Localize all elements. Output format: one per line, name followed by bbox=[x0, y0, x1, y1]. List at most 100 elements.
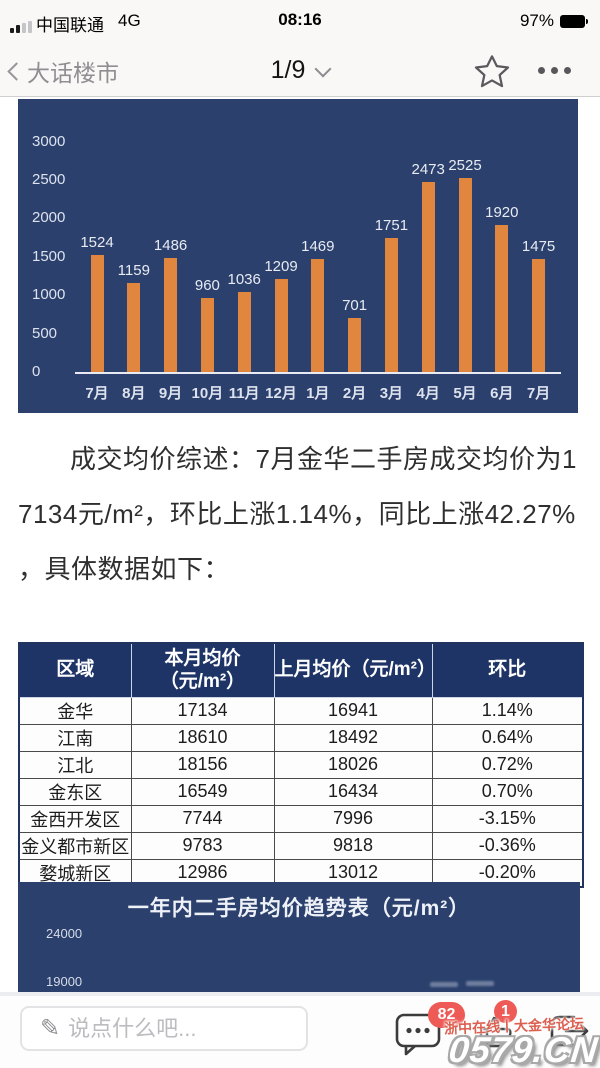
bar-value-label: 1036 bbox=[227, 271, 261, 288]
table-row: 江南 18610 18492 0.64% bbox=[18, 723, 584, 752]
clock-label: 08:16 bbox=[278, 10, 322, 29]
page-indicator[interactable]: 1/9 bbox=[0, 44, 600, 97]
bar-value-label: 2525 bbox=[448, 157, 482, 174]
chevron-down-icon bbox=[314, 60, 332, 77]
x-axis-tick: 4月 bbox=[416, 385, 440, 402]
chevron-left-icon bbox=[7, 62, 26, 81]
nav-bar: 1/9 大话楼市 bbox=[0, 44, 600, 97]
chart-bar bbox=[237, 292, 251, 372]
trend-chart-title: 一年内二手房均价趋势表（元/m²） bbox=[127, 897, 471, 920]
y-axis-tick: 2000 bbox=[32, 209, 66, 227]
x-axis-line bbox=[75, 372, 561, 374]
table-cell: 9818 bbox=[273, 831, 433, 860]
table-row: 金西开发区 7744 7996 -3.15% bbox=[18, 804, 584, 833]
table-row: 金华 17134 16941 1.14% bbox=[18, 696, 584, 725]
bar-value-label: 1920 bbox=[485, 204, 519, 221]
x-axis-tick: 12月 bbox=[265, 385, 297, 402]
favorite-button[interactable] bbox=[474, 53, 510, 89]
comments-button[interactable] bbox=[394, 1012, 442, 1059]
header: 中国联通 4G 08:16 97% 1/9 大话楼市 bbox=[0, 0, 600, 97]
signal-strength-icon bbox=[10, 21, 32, 33]
more-options-button[interactable] bbox=[538, 44, 571, 97]
table-cell: 金东区 bbox=[18, 777, 132, 806]
share-arrow-icon bbox=[550, 1015, 589, 1047]
y-axis-tick: 500 bbox=[32, 324, 58, 342]
x-axis-tick: 5月 bbox=[453, 385, 477, 402]
chart-bar bbox=[90, 255, 104, 372]
chart-bar bbox=[311, 259, 325, 372]
comment-count-badge: 82 bbox=[428, 1002, 465, 1028]
network-type-label: 4G bbox=[118, 11, 141, 30]
table-cell: 婺城新区 bbox=[18, 858, 132, 887]
summary-line: ，具体数据如下： bbox=[18, 554, 231, 584]
chart-bar bbox=[458, 178, 472, 372]
price-table-body: 金华 17134 16941 1.14% 江南 18610 18492 0.64% 江北 1815… bbox=[18, 696, 584, 887]
x-axis-tick: 1月 bbox=[306, 385, 330, 402]
comment-input-wrap[interactable]: ✎ bbox=[20, 1006, 308, 1051]
table-cell: 7996 bbox=[273, 804, 433, 833]
price-table-header: 区域 本月均价 （元/m²） 上月均价（元/m²） 环比 bbox=[18, 642, 584, 698]
comment-bar: ✎ 82 1 浙中在线丨 bbox=[0, 996, 600, 1068]
table-cell: 16434 bbox=[273, 777, 433, 806]
x-axis-tick: 8月 bbox=[122, 385, 146, 402]
battery-icon bbox=[560, 15, 588, 28]
y-axis-tick: 3000 bbox=[32, 132, 66, 150]
clipped-data-label bbox=[466, 981, 494, 986]
monthly-deals-bar-chart: 0 500 1000 1500 2000 2500 3000 1524 7月 1159 8月 1486… bbox=[18, 99, 578, 413]
table-header-cell: 区域 bbox=[18, 642, 132, 698]
table-cell: 金西开发区 bbox=[18, 804, 132, 833]
table-cell: 9783 bbox=[130, 831, 275, 860]
table-cell: 0.64% bbox=[431, 723, 584, 752]
battery-percent-label: 97% bbox=[519, 11, 554, 30]
chart-bar bbox=[384, 238, 398, 372]
table-header-cell: 环比 bbox=[431, 642, 584, 698]
chart-bar bbox=[200, 298, 214, 372]
share-button[interactable] bbox=[546, 1012, 592, 1055]
table-cell: 金义都市新区 bbox=[18, 831, 132, 860]
divider bbox=[0, 992, 600, 996]
table-cell: 17134 bbox=[130, 696, 275, 725]
table-cell: -0.36% bbox=[431, 831, 584, 860]
bar-value-label: 1475 bbox=[521, 238, 556, 255]
chart-bar bbox=[495, 225, 509, 372]
table-row: 江北 18156 18026 0.72% bbox=[18, 750, 584, 779]
table-cell: 18492 bbox=[273, 723, 433, 752]
ellipsis-icon bbox=[538, 67, 545, 74]
table-header-cell: 上月均价（元/m²） bbox=[273, 642, 436, 698]
back-button[interactable]: 大话楼市 bbox=[7, 44, 119, 97]
chart-bar bbox=[164, 258, 178, 372]
bar-value-label: 1751 bbox=[374, 217, 409, 234]
table-cell: -3.15% bbox=[431, 804, 584, 833]
bar-value-label: 1159 bbox=[117, 262, 150, 279]
x-axis-tick: 9月 bbox=[158, 385, 183, 402]
chart-bar bbox=[274, 279, 288, 372]
status-bar: 中国联通 4G 08:16 97% bbox=[0, 0, 600, 44]
bar-value-label: 960 bbox=[194, 277, 220, 294]
table-row: 金东区 16549 16434 0.70% bbox=[18, 777, 584, 806]
chart-bar bbox=[127, 283, 141, 372]
table-cell: 1.14% bbox=[431, 696, 584, 725]
table-header-cell: 本月均价 （元/m²） bbox=[130, 642, 275, 698]
chart-bar bbox=[348, 318, 362, 372]
page-indicator-label: 1/9 bbox=[270, 56, 306, 84]
x-axis-tick: 7月 bbox=[85, 385, 109, 402]
bar-value-label: 1469 bbox=[301, 238, 335, 255]
summary-paragraph: 成交均价综述：7月金华二手房成交均价为1 7134元/m²，环比上涨1.14%，… bbox=[18, 432, 584, 597]
table-cell: 16549 bbox=[130, 777, 275, 806]
y-axis-tick: 24000 bbox=[46, 926, 83, 941]
y-axis-tick: 1000 bbox=[32, 286, 66, 304]
price-table-wrap: 区域 本月均价 （元/m²） 上月均价（元/m²） 环比 金华 17134 16941 1.… bbox=[18, 642, 584, 888]
table-cell: 18610 bbox=[130, 723, 275, 752]
clipped-data-label bbox=[430, 982, 458, 987]
bar-value-label: 701 bbox=[342, 297, 368, 314]
comment-input[interactable] bbox=[68, 1015, 306, 1042]
y-axis-tick: 19000 bbox=[46, 974, 83, 989]
x-axis-tick: 3月 bbox=[379, 385, 404, 402]
article-content: 0 500 1000 1500 2000 2500 3000 1524 7月 1159 8月 1486… bbox=[0, 98, 600, 992]
table-cell: 18026 bbox=[273, 750, 433, 779]
summary-line: 成交均价综述：7月金华二手房成交均价为1 bbox=[70, 444, 577, 474]
chart-bar bbox=[532, 259, 546, 372]
table-cell: 16941 bbox=[273, 696, 433, 725]
table-cell: 7744 bbox=[130, 804, 275, 833]
